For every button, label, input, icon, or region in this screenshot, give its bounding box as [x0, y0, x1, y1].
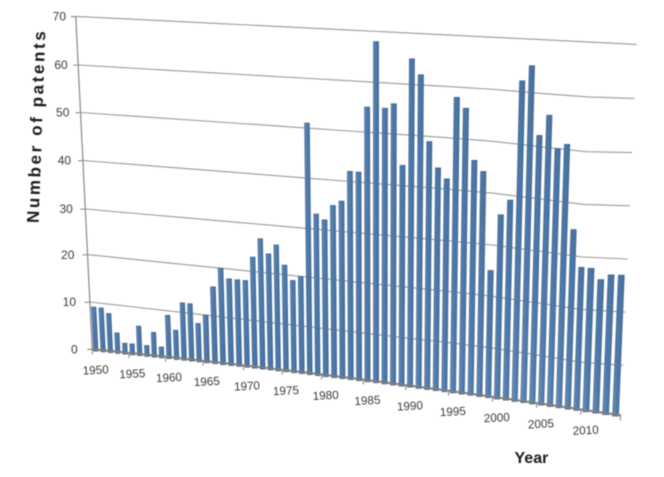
svg-text:2010: 2010: [572, 424, 599, 438]
svg-text:1985: 1985: [354, 394, 381, 408]
svg-text:1960: 1960: [156, 371, 183, 385]
svg-text:2005: 2005: [528, 417, 555, 431]
svg-text:50: 50: [56, 106, 70, 120]
svg-text:1950: 1950: [82, 363, 109, 377]
svg-text:20: 20: [61, 248, 75, 262]
svg-text:40: 40: [58, 154, 72, 168]
svg-text:1975: 1975: [273, 384, 300, 398]
svg-text:1995: 1995: [439, 405, 466, 419]
svg-text:1965: 1965: [193, 375, 220, 389]
svg-text:1970: 1970: [234, 379, 261, 393]
svg-text:1990: 1990: [397, 399, 424, 413]
svg-text:Year: Year: [515, 450, 549, 467]
svg-text:1955: 1955: [119, 367, 146, 381]
svg-text:70: 70: [53, 10, 67, 24]
svg-text:2000: 2000: [483, 411, 510, 425]
svg-text:10: 10: [63, 295, 77, 309]
svg-text:60: 60: [54, 58, 68, 72]
svg-text:30: 30: [59, 202, 73, 216]
svg-text:0: 0: [71, 342, 78, 356]
svg-text:1980: 1980: [312, 389, 339, 403]
